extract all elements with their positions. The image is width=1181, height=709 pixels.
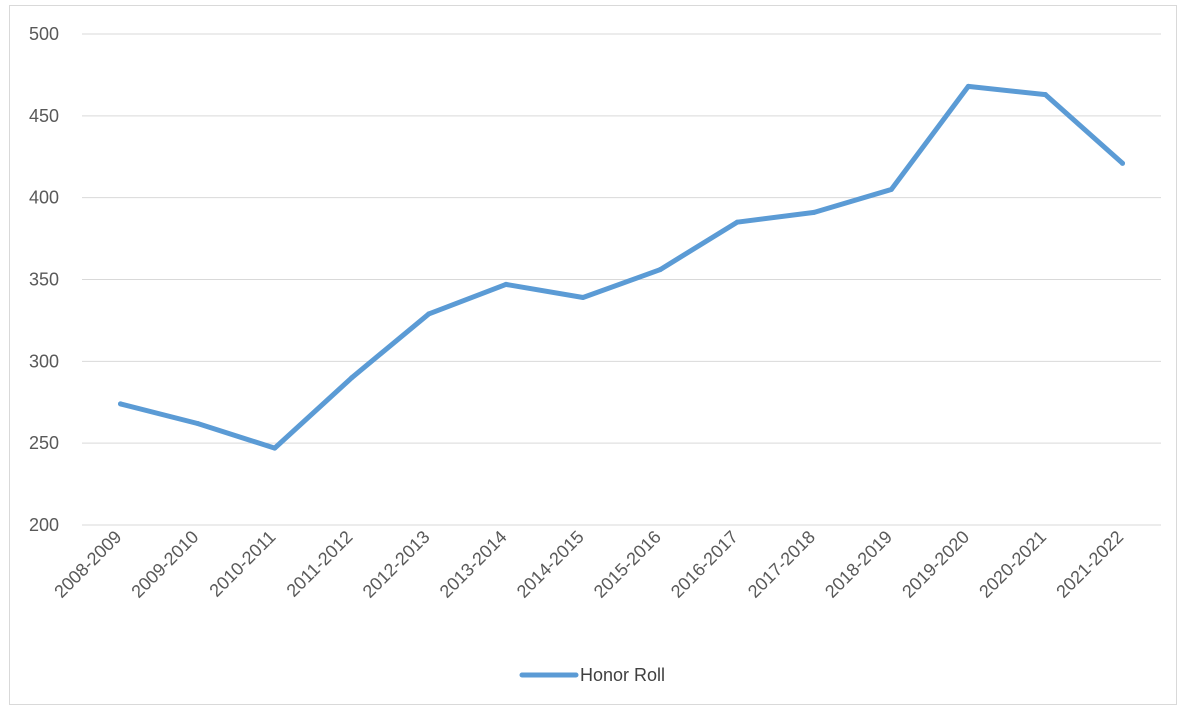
x-tick-label: 2014-2015 (513, 527, 588, 602)
data-point (349, 375, 355, 381)
data-point (195, 421, 201, 427)
y-tick-label: 450 (29, 106, 59, 126)
y-tick-label: 200 (29, 515, 59, 535)
data-point (503, 281, 509, 287)
series-layer (118, 83, 1125, 451)
y-tick-label: 400 (29, 188, 59, 208)
y-axis-ticks: 200 250 300 350 400 450 500 (29, 24, 59, 535)
data-point (1119, 160, 1125, 166)
data-point (965, 83, 971, 89)
data-point (1042, 92, 1048, 98)
series-line-honor-roll (118, 83, 1125, 451)
data-point (811, 209, 817, 215)
x-tick-label: 2019-2020 (898, 527, 973, 602)
x-tick-label: 2018-2019 (821, 527, 896, 602)
x-tick-label: 2012-2013 (359, 527, 434, 602)
x-tick-label: 2017-2018 (744, 527, 819, 602)
data-point (580, 295, 586, 301)
data-point (657, 267, 663, 273)
y-tick-label: 500 (29, 24, 59, 44)
x-tick-label: 2010-2011 (205, 527, 279, 601)
x-tick-label: 2011-2012 (283, 527, 357, 601)
x-tick-label: 2015-2016 (590, 527, 665, 602)
data-point (272, 445, 278, 451)
x-tick-label: 2021-2022 (1052, 527, 1127, 602)
data-point (426, 311, 432, 317)
data-point (888, 186, 894, 192)
y-tick-label: 250 (29, 433, 59, 453)
y-tick-label: 350 (29, 270, 59, 290)
legend: Honor Roll (519, 665, 665, 685)
x-tick-label: 2013-2014 (436, 527, 511, 602)
x-tick-label: 2008-2009 (50, 527, 125, 602)
x-axis-ticks: 2008-2009 2009-2010 2010-2011 2011-2012 2012… (50, 527, 1127, 602)
data-point (734, 219, 740, 225)
chart-frame (9, 5, 1177, 705)
x-tick-label: 2009-2010 (127, 527, 202, 602)
gridlines (82, 33, 1161, 526)
x-tick-label: 2016-2017 (667, 527, 742, 602)
y-tick-label: 300 (29, 351, 59, 371)
legend-label-honor-roll: Honor Roll (580, 665, 665, 685)
x-tick-label: 2020-2021 (975, 527, 1050, 602)
data-point (118, 401, 124, 407)
